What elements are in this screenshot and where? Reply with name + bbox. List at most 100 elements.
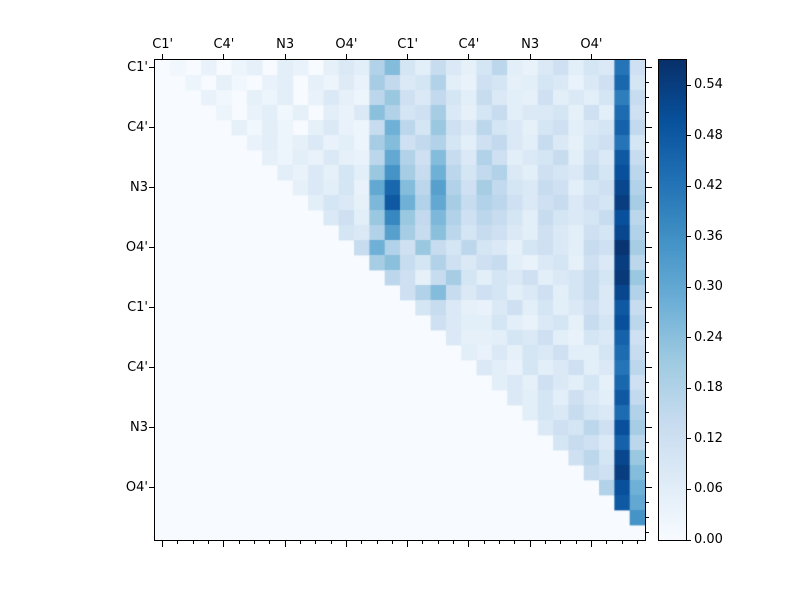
colorbar-tick — [687, 84, 691, 86]
colorbar-tick — [687, 539, 691, 541]
x-major-tick-bottom — [284, 541, 286, 547]
y-major-tick-right — [646, 427, 652, 428]
x-minor-tick — [192, 541, 194, 544]
colorbar-tick-label: 0.00 — [694, 532, 723, 547]
x-minor-tick — [499, 541, 501, 544]
y-major-tick-right — [646, 127, 652, 128]
x-minor-tick — [514, 541, 516, 544]
x-minor-tick — [238, 541, 240, 544]
colorbar-tick-label: 0.42 — [694, 178, 723, 194]
x-major-tick-bottom — [529, 541, 531, 547]
y-minor-tick — [646, 292, 649, 293]
x-major-tick-top — [284, 54, 286, 59]
heatmap-axes — [154, 59, 646, 541]
x-minor-tick — [162, 541, 164, 544]
y-minor-tick — [646, 247, 649, 248]
x-tick-label: C1' — [152, 37, 174, 52]
y-minor-tick — [646, 217, 649, 218]
y-major-tick-right — [646, 367, 652, 368]
x-minor-tick — [575, 541, 577, 544]
x-minor-tick — [407, 541, 409, 544]
x-major-tick-bottom — [407, 541, 409, 547]
y-minor-tick — [646, 457, 649, 458]
y-minor-tick — [646, 187, 649, 188]
y-minor-tick — [646, 397, 649, 398]
y-tick-label: C4' — [127, 119, 148, 135]
x-minor-tick — [437, 541, 439, 544]
colorbar-tick-label: 0.24 — [694, 329, 723, 345]
colorbar-tick-label: 0.18 — [694, 380, 723, 396]
colorbar-tick — [687, 135, 691, 137]
colorbar-tick — [687, 236, 691, 238]
colorbar-tick-label: 0.30 — [694, 279, 723, 295]
x-minor-tick — [606, 541, 608, 544]
y-tick-label: C4' — [127, 359, 148, 375]
y-tick-label: O4' — [125, 239, 148, 255]
colorbar-tick — [687, 387, 691, 389]
y-major-tick-left — [149, 247, 154, 248]
colorbar-tick-label: 0.48 — [694, 127, 723, 143]
x-minor-tick — [269, 541, 271, 544]
y-minor-tick — [646, 232, 649, 233]
x-major-tick-top — [590, 54, 592, 59]
y-minor-tick — [646, 352, 649, 353]
y-minor-tick — [646, 172, 649, 173]
x-minor-tick — [223, 541, 225, 544]
y-major-tick-left — [149, 67, 154, 68]
y-minor-tick — [646, 427, 649, 428]
x-minor-tick — [361, 541, 363, 544]
x-minor-tick — [177, 541, 179, 544]
colorbar-canvas — [659, 60, 686, 540]
y-minor-tick — [646, 472, 649, 473]
x-major-tick-bottom — [223, 541, 225, 547]
y-minor-tick — [646, 142, 649, 143]
x-minor-tick — [284, 541, 286, 544]
colorbar-tick-label: 0.12 — [694, 430, 723, 446]
y-major-tick-left — [149, 427, 154, 428]
y-minor-tick — [646, 382, 649, 383]
y-tick-label: C1' — [127, 299, 148, 315]
x-minor-tick — [636, 541, 638, 544]
x-minor-tick — [468, 541, 470, 544]
x-minor-tick — [315, 541, 317, 544]
y-minor-tick — [646, 202, 649, 203]
x-minor-tick — [330, 541, 332, 544]
x-minor-tick — [254, 541, 256, 544]
y-minor-tick — [646, 112, 649, 113]
y-major-tick-left — [149, 487, 154, 488]
x-major-tick-bottom — [162, 541, 164, 547]
x-major-tick-top — [529, 54, 531, 59]
colorbar-tick — [687, 286, 691, 288]
colorbar — [658, 59, 687, 541]
y-major-tick-right — [646, 67, 652, 68]
y-major-tick-left — [149, 307, 154, 308]
x-tick-label: C1' — [397, 37, 419, 52]
y-minor-tick — [646, 412, 649, 413]
x-minor-tick — [544, 541, 546, 544]
y-minor-tick — [646, 307, 649, 308]
colorbar-tick — [687, 337, 691, 339]
x-minor-tick — [208, 541, 210, 544]
y-minor-tick — [646, 277, 649, 278]
y-tick-label: C1' — [127, 59, 148, 75]
x-minor-tick — [560, 541, 562, 544]
colorbar-tick — [687, 438, 691, 440]
x-tick-label: C4' — [458, 37, 480, 52]
x-tick-label: O4' — [335, 37, 358, 52]
x-tick-label: N3 — [276, 37, 295, 52]
x-major-tick-bottom — [590, 541, 592, 547]
y-minor-tick — [646, 532, 649, 533]
y-minor-tick — [646, 337, 649, 338]
x-minor-tick — [453, 541, 455, 544]
x-major-tick-top — [223, 54, 225, 59]
colorbar-tick-label: 0.06 — [694, 481, 723, 497]
y-minor-tick — [646, 502, 649, 503]
x-minor-tick — [391, 541, 393, 544]
x-minor-tick — [529, 541, 531, 544]
y-minor-tick — [646, 262, 649, 263]
y-minor-tick — [646, 67, 649, 68]
y-major-tick-right — [646, 187, 652, 188]
x-minor-tick — [621, 541, 623, 544]
x-minor-tick — [299, 541, 301, 544]
y-minor-tick — [646, 487, 649, 488]
